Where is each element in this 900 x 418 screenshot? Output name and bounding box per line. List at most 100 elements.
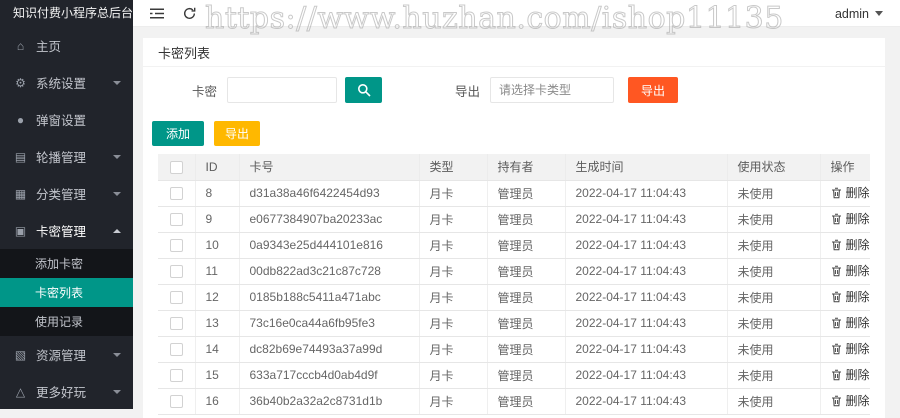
sidebar-item-more-fun[interactable]: △ 更多好玩: [0, 373, 133, 410]
toolbar: 添加 导出: [143, 121, 885, 146]
col-created-time: 生成时间: [565, 154, 728, 181]
delete-button[interactable]: 删除: [831, 236, 870, 253]
cell-created-time: 2022-04-17 11:04:43: [565, 206, 728, 233]
cell-id: 13: [195, 310, 240, 337]
cell-status: 未使用: [727, 258, 821, 285]
cell-type: 月卡: [419, 232, 488, 259]
trash-icon: [831, 187, 841, 199]
table-row: 16 36b40b2a32a2c8731d1b 月卡 管理员 2022-04-1…: [158, 388, 870, 415]
cell-created-time: 2022-04-17 11:04:43: [565, 362, 728, 389]
user-menu[interactable]: admin: [835, 0, 883, 27]
row-checkbox[interactable]: [169, 369, 183, 383]
delete-button[interactable]: 删除: [831, 314, 870, 331]
col-actions: 操作: [820, 154, 870, 181]
cell-created-time: 2022-04-17 11:04:43: [565, 180, 728, 207]
cell-actions: 删除: [820, 310, 870, 337]
search-form: 卡密 导出 导出: [143, 77, 885, 103]
cell-actions: 删除: [820, 336, 870, 363]
cell-status: 未使用: [727, 284, 821, 311]
subitem-label: 添加卡密: [35, 257, 84, 271]
delete-button[interactable]: 删除: [831, 210, 870, 227]
delete-label: 删除: [845, 394, 870, 409]
row-checkbox[interactable]: [169, 317, 183, 331]
sidebar-item-card-key[interactable]: ▣ 卡密管理: [0, 212, 133, 249]
sidebar-item-system-settings[interactable]: ⚙ 系统设置: [0, 64, 133, 101]
delete-button[interactable]: 删除: [831, 262, 870, 279]
chevron-down-icon: [113, 80, 121, 85]
sidebar-subitem-usage-records[interactable]: 使用记录: [0, 307, 133, 336]
search-icon: [357, 84, 371, 97]
sidebar-item-home[interactable]: ⌂ 主页: [0, 27, 133, 64]
delete-label: 删除: [845, 342, 870, 357]
delete-button[interactable]: 删除: [831, 184, 870, 201]
cell-created-time: 2022-04-17 11:04:43: [565, 258, 728, 285]
row-checkbox[interactable]: [169, 213, 183, 227]
cell-status: 未使用: [727, 232, 821, 259]
row-checkbox-cell: [158, 284, 196, 311]
chevron-down-icon: [113, 352, 121, 357]
sidebar-item-carousel[interactable]: ▤ 轮播管理: [0, 138, 133, 175]
cell-actions: 删除: [820, 206, 870, 233]
cell-holder: 管理员: [487, 180, 566, 207]
gear-icon: ⚙: [15, 75, 26, 90]
refresh-icon[interactable]: [183, 7, 196, 20]
row-checkbox[interactable]: [169, 395, 183, 409]
cell-card-number: 00db822ad3c21c87c728: [239, 258, 420, 285]
cell-actions: 删除: [820, 388, 870, 415]
subitem-label: 使用记录: [35, 315, 84, 329]
card-type-select[interactable]: [490, 77, 615, 103]
cell-type: 月卡: [419, 310, 488, 337]
sidebar-subitem-card-key-list[interactable]: 卡密列表: [0, 278, 133, 307]
cell-id: 16: [195, 388, 240, 415]
cell-type: 月卡: [419, 336, 488, 363]
export-submit-button[interactable]: 导出: [628, 77, 679, 103]
export-list-button[interactable]: 导出: [214, 121, 261, 146]
row-checkbox-cell: [158, 310, 196, 337]
delete-label: 删除: [845, 238, 870, 253]
row-checkbox[interactable]: [169, 265, 183, 279]
sidebar-item-category[interactable]: ▦ 分类管理: [0, 175, 133, 212]
row-checkbox[interactable]: [169, 187, 183, 201]
cell-id: 14: [195, 336, 240, 363]
sidebar-item-label: 弹窗设置: [36, 114, 87, 128]
username: admin: [834, 6, 869, 21]
table-row: 8 d31a38a46f6422454d93 月卡 管理员 2022-04-17…: [158, 180, 870, 207]
add-button[interactable]: 添加: [152, 121, 205, 146]
delete-button[interactable]: 删除: [831, 340, 870, 357]
delete-label: 删除: [845, 316, 870, 331]
trash-icon: [831, 265, 841, 277]
sidebar-subitem-add-card-key[interactable]: 添加卡密: [0, 249, 133, 278]
row-checkbox-cell: [158, 206, 196, 233]
col-status: 使用状态: [727, 154, 821, 181]
search-button[interactable]: [345, 77, 382, 103]
delete-button[interactable]: 删除: [831, 366, 870, 383]
sidebar-item-resources[interactable]: ▧ 资源管理: [0, 336, 133, 373]
card-key-icon: ▣: [14, 223, 27, 238]
select-all-checkbox[interactable]: [169, 160, 183, 174]
table-row: 11 00db822ad3c21c87c728 月卡 管理员 2022-04-1…: [158, 258, 870, 285]
delete-label: 删除: [845, 368, 870, 383]
cell-status: 未使用: [727, 310, 821, 337]
collapse-menu-icon[interactable]: [149, 7, 165, 20]
delete-button[interactable]: 删除: [831, 392, 870, 409]
cell-holder: 管理员: [487, 362, 566, 389]
cell-card-number: e0677384907ba20233ac: [239, 206, 420, 233]
cell-holder: 管理员: [487, 336, 566, 363]
cell-type: 月卡: [419, 388, 488, 415]
cell-created-time: 2022-04-17 11:04:43: [565, 232, 728, 259]
row-checkbox[interactable]: [169, 343, 183, 357]
top-bar: admin: [133, 0, 900, 27]
row-checkbox[interactable]: [169, 239, 183, 253]
cell-actions: 删除: [820, 362, 870, 389]
dot-icon: ●: [16, 112, 25, 127]
row-checkbox[interactable]: [169, 291, 183, 305]
cell-type: 月卡: [419, 180, 488, 207]
chevron-down-icon: [875, 11, 883, 16]
cell-status: 未使用: [727, 388, 821, 415]
col-type: 类型: [419, 154, 488, 181]
cell-card-number: 0185b188c5411a471abc: [239, 284, 420, 311]
trash-icon: [831, 239, 841, 251]
delete-button[interactable]: 删除: [831, 288, 870, 305]
search-input[interactable]: [227, 77, 337, 103]
sidebar-item-popup-settings[interactable]: ● 弹窗设置: [0, 101, 133, 138]
